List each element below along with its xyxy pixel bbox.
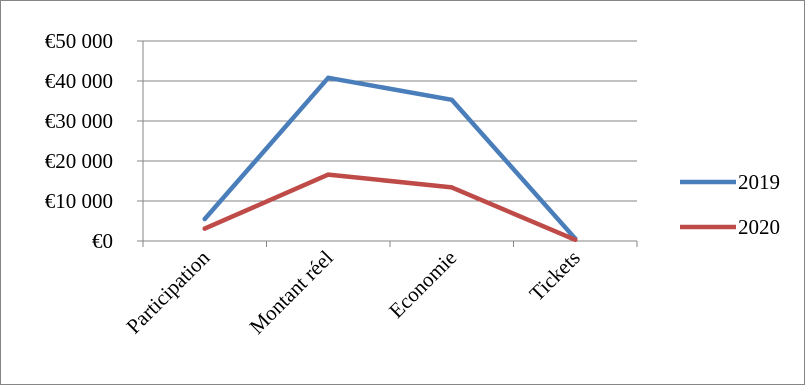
y-tick-label: €10 000 [45,189,113,213]
y-tick-label: €30 000 [45,109,113,133]
y-tick-label: €0 [92,229,113,253]
y-tick-label: €50 000 [45,29,113,53]
y-tick-label: €40 000 [45,69,113,93]
legend: 2019 2020 [680,170,780,239]
series-lines [202,75,578,243]
series-line-2020 [202,172,578,243]
data-point [326,172,331,177]
gridlines [143,40,637,202]
data-point [202,216,207,222]
axes [137,40,638,247]
y-tick-labels: €0 €10 000 €20 000 €30 000 €40 000 €50 000 [45,29,113,253]
legend-label: 2019 [738,170,780,194]
data-point [449,97,454,103]
series-line-2019 [202,75,578,241]
y-tick-label: €20 000 [45,149,113,173]
data-point [449,185,454,190]
data-point [573,237,578,242]
data-point [202,226,207,231]
data-point [326,75,331,81]
legend-label: 2020 [738,215,780,239]
